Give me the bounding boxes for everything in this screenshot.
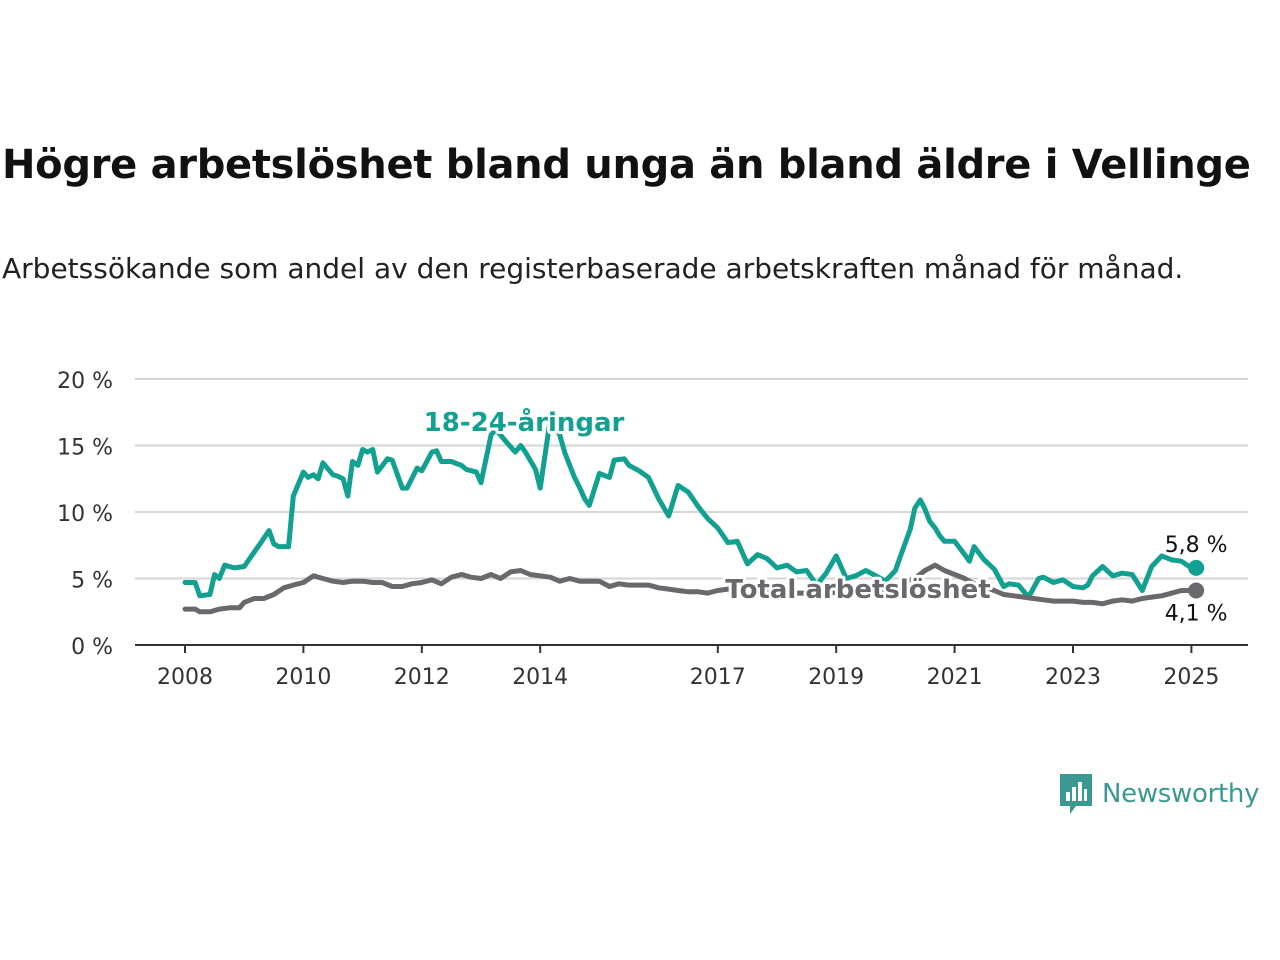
end-value-label: 5,8 % [1165,533,1228,558]
y-tick-label: 0 % [71,635,113,660]
x-tick-label: 2010 [275,665,331,690]
x-tick-label: 2008 [157,665,213,690]
x-tick-label: 2021 [927,665,983,690]
series-labels: 5,8 % 4,1 % 18-24-åringar Total arbetslöshe… [421,403,1230,629]
x-tick-label: 2017 [690,665,746,690]
x-axis-ticks: 2008 2010 2012 2014 2017 2019 2021 2023 2025 [157,645,1219,690]
x-tick-label: 2012 [394,665,450,690]
series-line [182,562,1199,615]
x-tick-label: 2014 [512,665,568,690]
end-value-label: 4,1 % [1165,601,1228,626]
end-point-marker [1188,582,1205,599]
chart-title: Högre arbetslöshet bland unga än bland ä… [2,142,1251,188]
newsworthy-logo-icon [1060,774,1092,814]
series-name-label: Total arbetslöshet [725,575,990,605]
chart-subtitle: Arbetssökande som andel av den registerb… [2,252,1184,285]
y-axis-ticks: 0 % 5 % 10 % 15 % 20 % [57,369,113,660]
x-tick-label: 2025 [1163,665,1219,690]
y-tick-label: 20 % [57,369,113,394]
x-tick-label: 2019 [808,665,864,690]
end-point-marker [1188,559,1205,576]
y-tick-label: 15 % [57,436,113,461]
y-tick-label: 10 % [57,502,113,527]
series-lines [182,416,1205,615]
x-tick-label: 2023 [1045,665,1101,690]
gridlines [135,378,1248,646]
y-tick-label: 5 % [71,569,113,594]
newsworthy-brand: Newsworthy [1058,772,1259,816]
brand-name: Newsworthy [1102,779,1260,809]
series-line [182,416,1199,600]
series-name-label: 18-24-åringar [424,406,625,438]
